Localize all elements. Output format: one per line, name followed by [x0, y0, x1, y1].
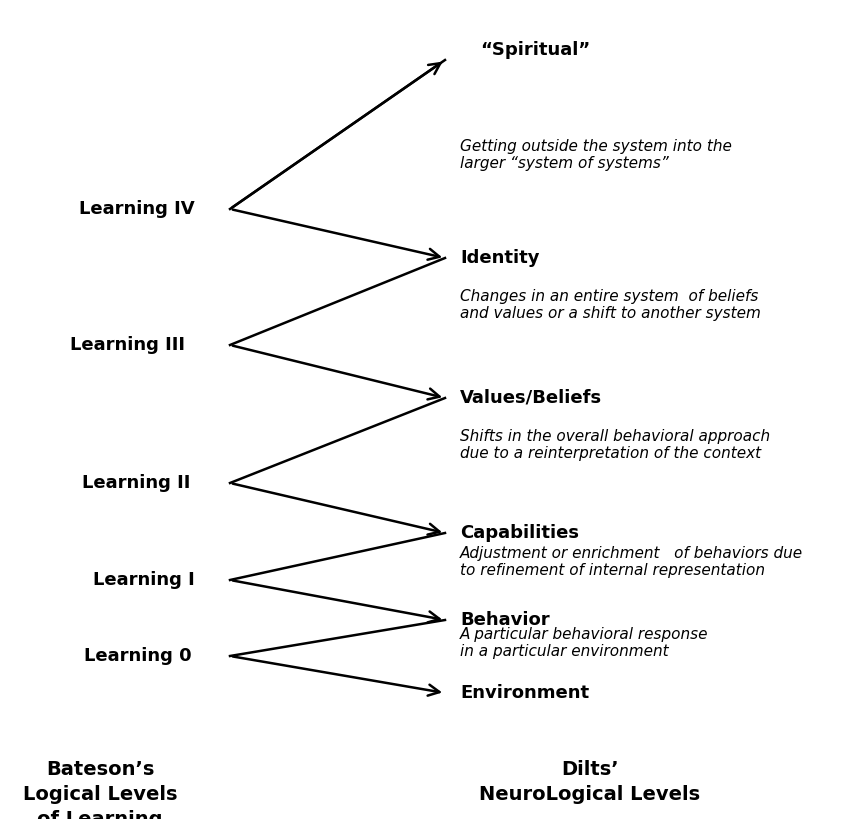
Text: A particular behavioral response
in a particular environment: A particular behavioral response in a pa… [460, 627, 709, 659]
Text: Environment: Environment [460, 684, 589, 702]
Text: Learning III: Learning III [70, 336, 185, 354]
Text: Capabilities: Capabilities [460, 524, 579, 542]
Text: Values/Beliefs: Values/Beliefs [460, 389, 602, 407]
Text: Bateson’s
Logical Levels
of Learning: Bateson’s Logical Levels of Learning [23, 760, 177, 819]
Text: Identity: Identity [460, 249, 539, 267]
Text: Learning I: Learning I [93, 571, 195, 589]
Text: Getting outside the system into the
larger “system of systems”: Getting outside the system into the larg… [460, 138, 732, 171]
Text: Dilts’
NeuroLogical Levels: Dilts’ NeuroLogical Levels [480, 760, 700, 804]
Text: “Spiritual”: “Spiritual” [480, 41, 590, 59]
Text: Learning II: Learning II [82, 474, 190, 492]
Text: Learning IV: Learning IV [79, 200, 195, 218]
Text: Changes in an entire system  of beliefs
and values or a shift to another system: Changes in an entire system of beliefs a… [460, 289, 761, 321]
Text: Adjustment or enrichment   of behaviors due
to refinement of internal representa: Adjustment or enrichment of behaviors du… [460, 545, 803, 578]
Text: Behavior: Behavior [460, 611, 549, 629]
Text: Shifts in the overall behavioral approach
due to a reinterpretation of the conte: Shifts in the overall behavioral approac… [460, 429, 770, 461]
Text: Learning 0: Learning 0 [84, 647, 192, 665]
